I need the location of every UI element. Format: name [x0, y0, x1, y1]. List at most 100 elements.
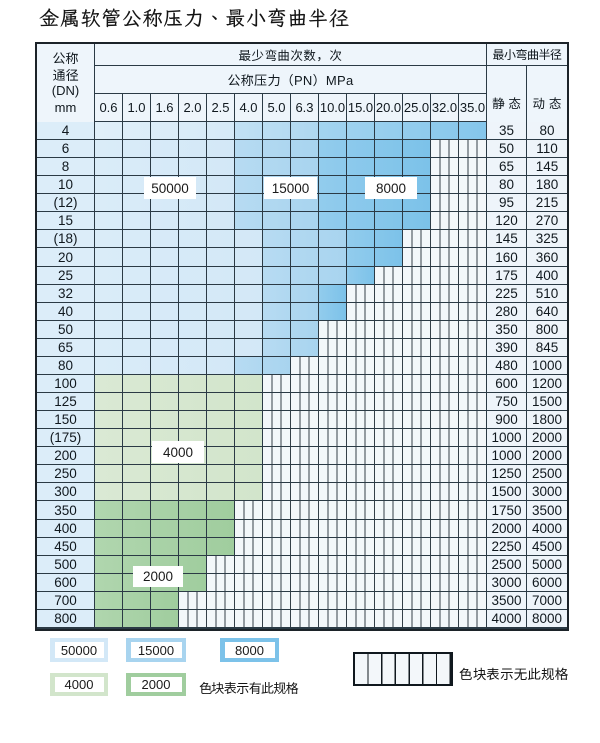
row-static: 35: [487, 122, 526, 139]
row-dn: 15: [37, 212, 94, 229]
row-dn: 250: [37, 465, 94, 482]
grid-cell: [179, 610, 486, 627]
header-pn-value: 5.0: [263, 94, 290, 121]
grid-cell: [263, 321, 318, 338]
row-dynamic: 845: [527, 339, 567, 356]
row-static: 1250: [487, 465, 526, 482]
grid-cell: [319, 303, 346, 320]
grid-cell: [95, 267, 262, 284]
zone-label-4000: 4000: [152, 441, 204, 463]
row-dn: 600: [37, 574, 94, 591]
grid-cell: [375, 267, 486, 284]
grid-cell: [95, 140, 234, 157]
header-dn-line: (DN): [51, 83, 80, 98]
row-dn: 700: [37, 592, 94, 609]
grid-cell: [263, 303, 318, 320]
grid-cell: [95, 158, 234, 175]
row-dynamic: 2000: [527, 447, 567, 464]
grid-cell: [263, 483, 486, 500]
legend-label-8000: 8000: [224, 642, 275, 658]
row-dn: 400: [37, 520, 94, 537]
grid-cell: [95, 339, 262, 356]
row-dn: 150: [37, 411, 94, 428]
row-dn: 6: [37, 140, 94, 157]
row-static: 95: [487, 194, 526, 211]
grid-cell: [431, 212, 486, 229]
row-dn: 25: [37, 267, 94, 284]
grid-cell: [319, 285, 346, 302]
grid-cell: [95, 520, 234, 537]
row-dynamic: 110: [527, 140, 567, 157]
legend-label-15000: 15000: [130, 642, 182, 658]
row-dynamic: 510: [527, 285, 567, 302]
grid-cell: [263, 447, 486, 464]
grid-cell: [179, 592, 486, 609]
header-pn-value: 1.6: [151, 94, 178, 121]
grid-cell: [95, 194, 234, 211]
header-pn-value: 4.0: [235, 94, 262, 121]
grid-cell: [319, 321, 486, 338]
grid-cell: [319, 339, 486, 356]
grid-cell: [263, 411, 486, 428]
header-dn-line: 通径: [52, 64, 79, 84]
header-pn-value: 35.0: [459, 94, 486, 121]
grid-cell: [263, 465, 486, 482]
header-pn-value: 25.0: [403, 94, 430, 121]
row-dynamic: 6000: [527, 574, 567, 591]
row-dynamic: 7000: [527, 592, 567, 609]
row-dn: (18): [37, 230, 94, 247]
row-dn: 500: [37, 556, 94, 573]
grid-cell: [207, 556, 486, 573]
grid-cell: [431, 140, 486, 157]
grid-cell: [235, 357, 290, 374]
row-dynamic: 4500: [527, 538, 567, 555]
row-dn: (12): [37, 194, 94, 211]
header-radius: 最小弯曲半径: [487, 44, 567, 65]
grid-cell: [347, 267, 374, 284]
legend-box-8000: 8000: [220, 638, 279, 662]
grid-cell: [319, 212, 430, 229]
grid-cell: [263, 429, 486, 446]
row-dn: 10: [37, 176, 94, 193]
pressure-bend-table: 公称 通径 (DN) mm 最少弯曲次数，次 最小弯曲半径 公称压力（PN）MPa 静 态动 …: [35, 42, 569, 631]
row-static: 2000: [487, 520, 526, 537]
grid-cell: [319, 122, 486, 139]
row-static: 900: [487, 411, 526, 428]
header-pn-value: 2.5: [207, 94, 234, 121]
grid-cell: [95, 610, 178, 627]
grid-cell: [95, 230, 262, 247]
grid-cell: [347, 230, 402, 247]
row-static: 120: [487, 212, 526, 229]
grid-cell: [263, 393, 486, 410]
row-static: 4000: [487, 610, 526, 627]
legend-box-50000: 50000: [50, 638, 108, 662]
row-static: 280: [487, 303, 526, 320]
grid-cell: [347, 248, 402, 266]
legend-box-15000: 15000: [126, 638, 186, 662]
row-dynamic: 8000: [527, 610, 567, 627]
row-static: 175: [487, 267, 526, 284]
grid-cell: [207, 574, 486, 591]
legend-box-2000: 2000: [126, 673, 186, 696]
grid-cell: [235, 520, 486, 537]
row-static: 2250: [487, 538, 526, 555]
row-dn: 800: [37, 610, 94, 627]
legend-box-4000: 4000: [50, 673, 108, 696]
grid-cell: [235, 140, 318, 157]
grid-cell: [263, 375, 486, 392]
grid-cell: [95, 411, 262, 428]
header-pressure: 公称压力（PN）MPa: [95, 66, 486, 93]
grid-cell: [347, 303, 486, 320]
row-dynamic: 1500: [527, 393, 567, 410]
legend-label-50000: 50000: [54, 642, 104, 658]
zone-label-8000: 8000: [365, 177, 417, 199]
header-pn-value: 6.3: [291, 94, 318, 121]
row-dynamic: 180: [527, 176, 567, 193]
grid-cell: [95, 501, 234, 519]
row-dn: 8: [37, 158, 94, 175]
grid-cell: [235, 538, 486, 555]
grid-cell: [431, 176, 486, 193]
header-dynamic: 动 态: [527, 66, 567, 122]
grid-cell: [95, 375, 262, 392]
